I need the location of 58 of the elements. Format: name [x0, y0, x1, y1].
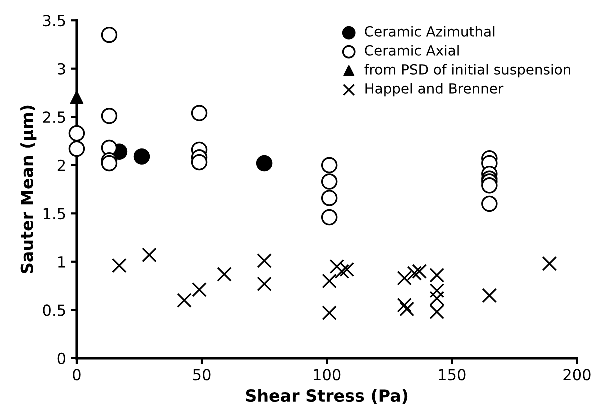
point	[134, 148, 150, 165]
point	[257, 276, 272, 292]
point	[68, 140, 86, 158]
legend-label: Ceramic Axial	[365, 45, 459, 56]
y-tick-label: 1.5	[44, 208, 66, 220]
point	[397, 270, 412, 286]
legend-label: from PSD of initial suspension	[364, 64, 570, 78]
point	[142, 248, 157, 263]
point	[321, 190, 338, 206]
x-tick-label: 150	[439, 369, 466, 381]
point	[322, 274, 338, 289]
point	[321, 157, 338, 174]
point	[430, 283, 445, 298]
x-tick-label: 0	[73, 369, 81, 381]
point	[101, 26, 118, 44]
point	[101, 108, 118, 124]
point	[430, 304, 445, 320]
point	[482, 178, 498, 194]
y-tick-label: 3	[58, 63, 66, 75]
point	[256, 155, 273, 172]
point	[542, 256, 558, 272]
point	[430, 268, 445, 283]
point	[430, 291, 445, 306]
legend-label: Ceramic Azimuthal	[365, 26, 495, 37]
point	[257, 254, 272, 268]
point	[217, 267, 232, 282]
point	[400, 302, 415, 317]
x-tick-label: 50	[193, 369, 211, 381]
point	[330, 259, 345, 274]
x-tick-label: 100	[314, 369, 341, 381]
y-axis-title: Sauter Mean (µm)	[20, 106, 37, 274]
point	[68, 125, 86, 142]
point	[322, 306, 338, 320]
x-axis-title: Shear Stress (Pa)	[246, 389, 408, 404]
y-tick-label: 0	[58, 352, 66, 364]
point	[340, 262, 355, 278]
point	[191, 154, 208, 171]
point	[321, 209, 338, 226]
point	[191, 105, 208, 122]
y-tick-label: 3.5	[43, 15, 66, 27]
point	[192, 282, 207, 298]
x-tick-label: 200	[564, 369, 591, 381]
y-tick-label: 1	[58, 256, 66, 268]
point	[70, 91, 84, 104]
point	[482, 288, 498, 304]
y-tick-label: 2	[58, 160, 66, 172]
point	[334, 264, 350, 279]
point	[321, 174, 338, 190]
point	[407, 266, 422, 281]
point	[177, 293, 192, 308]
point	[412, 264, 428, 279]
y-tick-label: 0.5	[43, 304, 66, 316]
legend-label: Happel and Brenner	[366, 83, 504, 97]
point	[482, 196, 498, 212]
y-tick-label: 2.5	[43, 112, 66, 124]
point	[397, 298, 412, 313]
point	[112, 258, 127, 274]
point	[101, 155, 118, 172]
